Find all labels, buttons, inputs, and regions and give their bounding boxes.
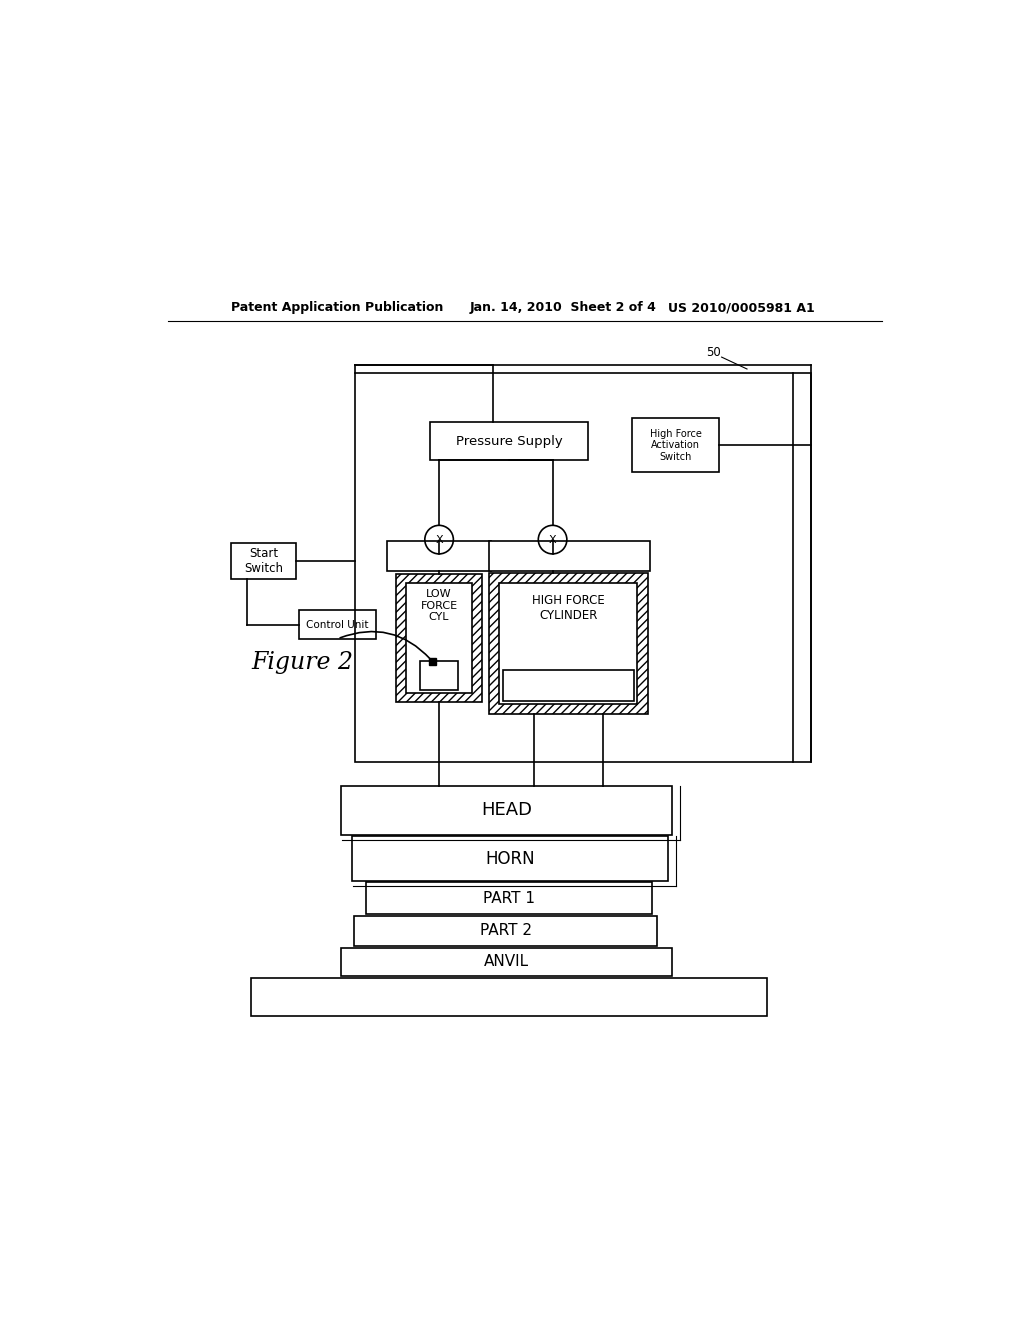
Text: X: X <box>435 535 443 545</box>
Text: PART 2: PART 2 <box>480 924 531 939</box>
Bar <box>341 948 673 975</box>
Bar <box>396 574 482 702</box>
Bar <box>231 543 296 579</box>
Text: HIGH FORCE
CYLINDER: HIGH FORCE CYLINDER <box>532 594 605 622</box>
Bar <box>387 541 492 572</box>
Bar <box>430 422 589 461</box>
Text: Figure 2: Figure 2 <box>251 651 353 675</box>
Text: 50: 50 <box>707 346 721 359</box>
Text: X: X <box>549 535 556 545</box>
Bar <box>352 837 668 880</box>
Text: Jan. 14, 2010  Sheet 2 of 4: Jan. 14, 2010 Sheet 2 of 4 <box>469 301 656 314</box>
Bar <box>355 374 811 762</box>
Text: Pressure Supply: Pressure Supply <box>456 434 562 447</box>
Text: HEAD: HEAD <box>481 801 532 820</box>
Bar <box>500 583 638 704</box>
Bar <box>354 916 657 946</box>
Bar <box>396 574 482 702</box>
Bar <box>406 583 472 693</box>
Text: High Force
Activation
Switch: High Force Activation Switch <box>649 429 701 462</box>
Text: PART 1: PART 1 <box>483 891 535 906</box>
Text: LOW
FORCE
CYL: LOW FORCE CYL <box>421 589 458 623</box>
Bar <box>489 573 648 714</box>
Text: HORN: HORN <box>485 850 535 867</box>
Bar <box>299 610 377 639</box>
Text: Patent Application Publication: Patent Application Publication <box>231 301 443 314</box>
Bar <box>420 661 459 689</box>
Text: Start
Switch: Start Switch <box>244 546 284 576</box>
Bar <box>489 573 648 714</box>
Bar <box>367 883 651 915</box>
Bar <box>632 418 719 473</box>
Text: US 2010/0005981 A1: US 2010/0005981 A1 <box>668 301 814 314</box>
Text: Control Unit: Control Unit <box>306 619 369 630</box>
Bar <box>429 657 436 665</box>
Text: ANVIL: ANVIL <box>484 954 529 969</box>
Bar <box>341 785 673 834</box>
Bar <box>504 669 634 701</box>
Bar <box>251 978 767 1016</box>
Bar <box>489 541 650 572</box>
